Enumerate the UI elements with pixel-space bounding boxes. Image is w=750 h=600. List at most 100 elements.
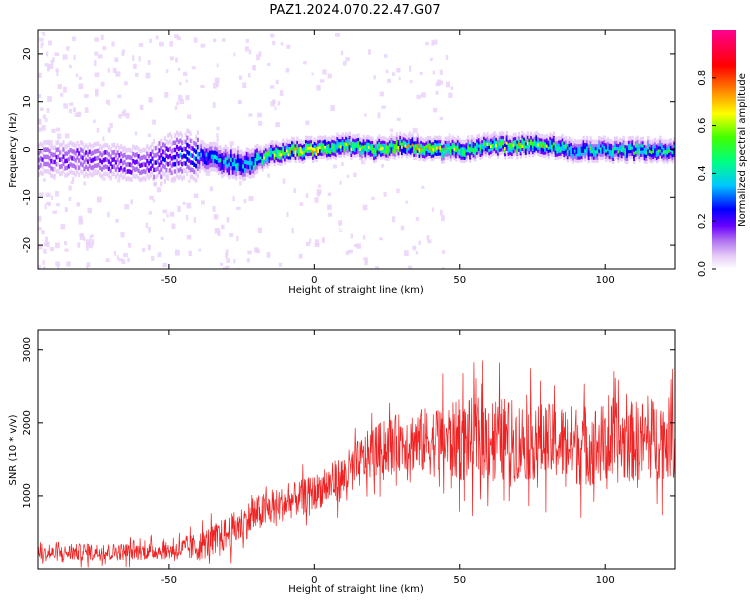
spectrogram-cell bbox=[441, 143, 444, 149]
spectrogram-cell bbox=[404, 133, 407, 139]
spectrogram-cell bbox=[257, 149, 261, 154]
spectrogram-cell bbox=[662, 159, 665, 164]
spectrogram-cell bbox=[579, 148, 582, 154]
spectrogram-cell bbox=[125, 184, 128, 189]
spectrogram-noise-cell bbox=[94, 72, 100, 78]
spectrogram-noise-cell bbox=[46, 241, 50, 248]
spectrogram-cell bbox=[149, 180, 152, 186]
spectrogram-cell bbox=[474, 157, 477, 162]
spectrogram-cell bbox=[404, 149, 407, 154]
spectrogram-cell bbox=[378, 146, 381, 152]
spectrogram-cell bbox=[90, 144, 93, 149]
spectrogram-cell bbox=[523, 133, 526, 138]
spectrogram-cell bbox=[62, 154, 65, 159]
spectrogram-cell bbox=[275, 140, 278, 145]
spectrogram-cell bbox=[504, 139, 507, 144]
spectrogram-cell bbox=[360, 141, 364, 146]
spectrogram-cell bbox=[270, 149, 273, 155]
spectrogram-noise-cell bbox=[89, 236, 92, 240]
spectrogram-cell bbox=[57, 161, 60, 167]
spectrogram-cell bbox=[453, 155, 456, 161]
spectrogram-noise-cell bbox=[407, 265, 413, 269]
spectrogram-cell bbox=[69, 162, 72, 167]
spectrogram-cell bbox=[292, 152, 295, 158]
spectrogram-cell bbox=[177, 132, 180, 137]
spectrogram-cell bbox=[86, 145, 90, 150]
spectrogram-cell bbox=[270, 146, 273, 152]
spectrogram-cell bbox=[409, 153, 412, 158]
spectrogram-cell bbox=[526, 137, 529, 143]
spectrogram-cell bbox=[62, 140, 65, 145]
spectrogram-cell bbox=[395, 151, 398, 156]
spectrogram-cell bbox=[270, 156, 273, 161]
snr-y-tick-label: 1000 bbox=[22, 483, 33, 508]
spectrogram-noise-cell bbox=[73, 54, 76, 61]
colorbar-tick-label: 0.4 bbox=[697, 165, 708, 181]
spectrogram-cell bbox=[451, 150, 454, 156]
spectrogram-noise-cell bbox=[193, 37, 198, 43]
spectrogram-cell bbox=[556, 136, 559, 142]
spectrogram-cell bbox=[93, 149, 96, 154]
spectrogram-noise-cell bbox=[177, 205, 181, 212]
spectrogram-cell bbox=[500, 134, 503, 139]
spectrogram-cell bbox=[647, 148, 650, 153]
spectrogram-cell bbox=[291, 149, 294, 154]
spectrogram-cell bbox=[233, 161, 236, 167]
spectrogram-cell bbox=[390, 142, 393, 148]
spectrogram-cell bbox=[633, 147, 636, 152]
spectrogram-cell bbox=[331, 138, 334, 143]
spectrogram-noise-cell bbox=[321, 106, 325, 110]
spectrogram-cell bbox=[455, 156, 458, 162]
spectrogram-cell bbox=[216, 159, 219, 165]
spectrogram-cell bbox=[230, 153, 233, 158]
spectrogram-cell bbox=[540, 143, 543, 148]
spectrogram-cell bbox=[252, 169, 255, 174]
spectrogram-cell bbox=[425, 143, 428, 148]
spectrogram-cell bbox=[507, 151, 510, 156]
spectrogram-cell bbox=[620, 150, 624, 156]
spectrogram-noise-cell bbox=[75, 73, 79, 77]
spectrogram-cell bbox=[45, 154, 48, 160]
spectrogram-cell bbox=[643, 140, 646, 145]
spectrogram-cell bbox=[434, 151, 437, 156]
spectrogram-cell bbox=[390, 139, 393, 145]
spectrogram-noise-cell bbox=[248, 113, 253, 117]
spectrogram-cell bbox=[369, 152, 372, 157]
spectrogram-cell bbox=[409, 146, 412, 152]
spectrogram-cell bbox=[86, 152, 90, 157]
spectrogram-cell bbox=[413, 140, 416, 145]
spectrogram-cell bbox=[577, 155, 580, 160]
spectrogram-cell bbox=[285, 151, 288, 156]
spectrogram-cell bbox=[74, 172, 77, 177]
spectrogram-noise-cell bbox=[277, 101, 281, 106]
spectrogram-cell bbox=[285, 154, 288, 159]
spectrogram-y-tick-label: -20 bbox=[22, 237, 33, 253]
spectrogram-noise-cell bbox=[68, 64, 72, 69]
spectrogram-cell bbox=[521, 140, 524, 145]
spectrogram-cell bbox=[137, 168, 140, 173]
spectrogram-cell bbox=[566, 145, 569, 150]
spectrogram-cell bbox=[210, 141, 213, 147]
spectrogram-cell bbox=[60, 171, 63, 176]
spectrogram-cell bbox=[488, 135, 491, 140]
spectrogram-cell bbox=[62, 147, 65, 152]
spectrogram-cell bbox=[434, 135, 437, 140]
spectrogram-cell bbox=[277, 145, 280, 150]
spectrogram-cell bbox=[469, 151, 472, 157]
spectrogram-cell bbox=[641, 146, 644, 151]
spectrogram-cell bbox=[57, 168, 60, 174]
spectrogram-noise-cell bbox=[174, 105, 178, 110]
spectrogram-cell bbox=[655, 149, 658, 154]
spectrogram-cell bbox=[624, 156, 627, 161]
spectrogram-cell bbox=[633, 156, 636, 161]
spectrogram-cell bbox=[591, 139, 594, 144]
spectrogram-cell bbox=[374, 157, 377, 163]
spectrogram-cell bbox=[193, 141, 196, 146]
spectrogram-cell bbox=[381, 142, 384, 147]
spectrogram-cell bbox=[177, 153, 180, 159]
spectrogram-cell bbox=[563, 149, 566, 154]
spectrogram-cell bbox=[636, 151, 639, 156]
spectrogram-cell bbox=[118, 160, 121, 165]
spectrogram-cell bbox=[580, 157, 583, 163]
spectrogram-cell bbox=[95, 141, 98, 147]
